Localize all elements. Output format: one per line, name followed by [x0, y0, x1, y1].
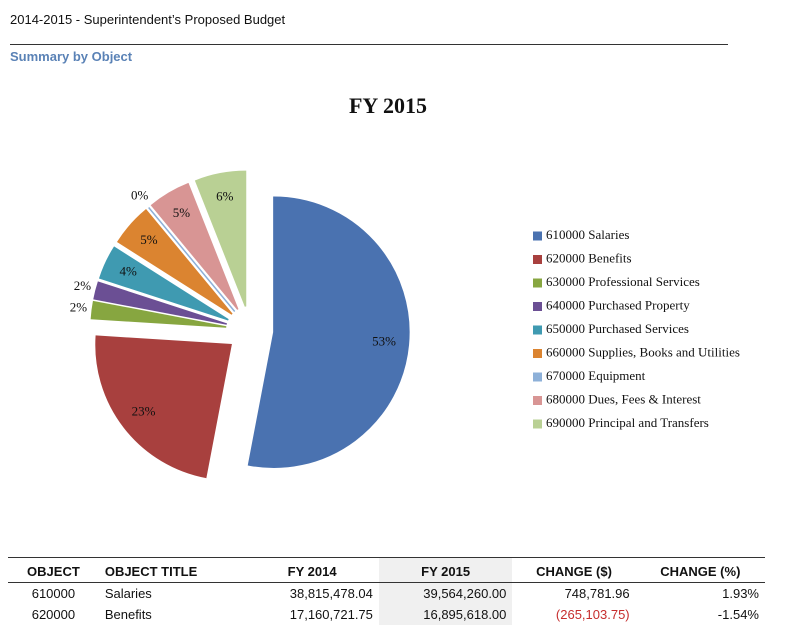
legend-label: 680000 Dues, Fees & Interest — [546, 391, 701, 406]
page-title: 2014-2015 - Superintendent’s Proposed Bu… — [10, 12, 286, 27]
cell: 16,895,618.00 — [378, 604, 513, 625]
legend-label: 640000 Purchased Property — [546, 297, 690, 312]
col-header: FY 2014 — [287, 564, 337, 579]
cell: 1.93% — [722, 586, 759, 601]
pie-slice — [98, 246, 229, 321]
legend-swatch — [533, 278, 542, 288]
header-row: OBJECT OBJECT TITLE FY 2014 FY 2015 CHAN… — [8, 557, 765, 583]
budget-table: OBJECT OBJECT TITLE FY 2014 FY 2015 CHAN… — [8, 557, 765, 625]
data-label: 5% — [140, 232, 158, 247]
cell: 17,160,721.75 — [289, 607, 373, 622]
legend-label: 630000 Professional Services — [546, 274, 700, 289]
pie-slice — [93, 281, 227, 325]
legend-swatch — [533, 231, 542, 241]
legend-swatch — [533, 419, 542, 429]
cell: 610000 — [31, 586, 76, 601]
cell: Salaries — [104, 586, 152, 601]
col-header: CHANGE (%) — [660, 564, 741, 579]
cell: 38,815,478.04 — [289, 586, 373, 601]
pie-slice — [116, 209, 233, 315]
legend-swatch — [533, 396, 542, 405]
cell: Benefits — [104, 607, 152, 622]
data-label: 2% — [70, 299, 88, 314]
section-title: Summary by Object — [10, 49, 133, 64]
legend-swatch — [533, 325, 542, 335]
pie-slice — [194, 170, 247, 307]
data-label: 5% — [173, 205, 191, 220]
legend-swatch — [533, 255, 542, 264]
data-label: 4% — [119, 264, 137, 279]
legend-swatch — [533, 349, 542, 358]
cell: 748,781.96 — [564, 586, 630, 601]
pie-slice — [150, 182, 239, 310]
cell: -1.54% — [717, 607, 759, 622]
legend-label: 670000 Equipment — [546, 368, 646, 383]
rule — [10, 44, 728, 45]
cell: (265,103.75) — [555, 607, 630, 622]
data-label: 23% — [132, 404, 156, 419]
col-header: OBJECT TITLE — [104, 564, 198, 579]
row: 610000 Salaries 38,815,478.04 39,564,260… — [8, 582, 765, 604]
row: 620000 Benefits 17,160,721.75 16,895,618… — [8, 604, 765, 625]
col-header: CHANGE ($) — [536, 564, 612, 579]
legend-label: 660000 Supplies, Books and Utilities — [546, 344, 740, 359]
col-header: OBJECT — [27, 564, 80, 579]
data-label: 6% — [216, 189, 234, 204]
legend-label: 690000 Principal and Transfers — [546, 415, 709, 430]
chart-title: FY 2015 — [349, 93, 427, 118]
legend-label: 650000 Purchased Services — [546, 321, 689, 336]
legend-swatch — [533, 372, 542, 382]
chart: FY 2015 53% 23% 2% 2% 4% 5% 0% 5% 6% 610000 Salar… — [70, 93, 740, 479]
pie-slice — [90, 300, 227, 328]
data-label: 2% — [74, 278, 92, 293]
legend-label: 620000 Benefits — [546, 250, 632, 265]
pie-slice — [95, 335, 232, 479]
legend-swatch — [533, 302, 542, 311]
data-label: 0% — [131, 188, 149, 203]
data-label: 53% — [372, 334, 396, 349]
cell: 39,564,260.00 — [378, 582, 513, 604]
legend-label: 610000 Salaries — [546, 227, 629, 242]
cell: 620000 — [31, 607, 76, 622]
pie-slice — [247, 196, 410, 468]
col-header: FY 2015 — [378, 557, 513, 583]
